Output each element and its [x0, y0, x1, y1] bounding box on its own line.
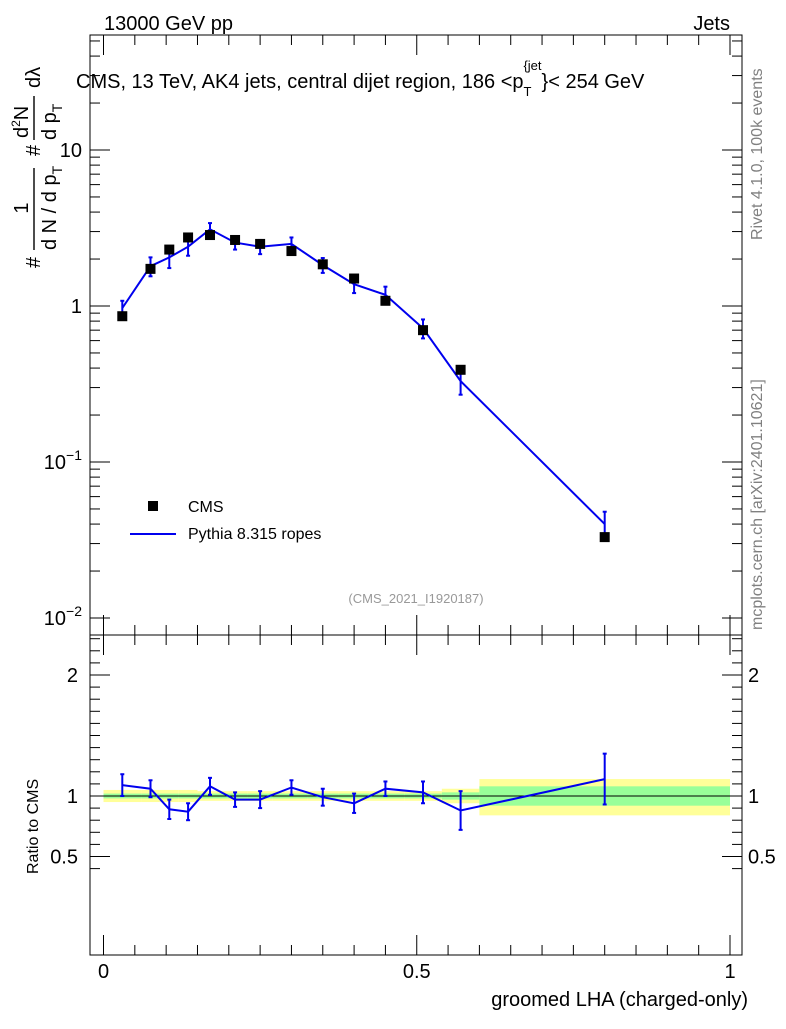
- x-tick-label: 0.5: [403, 961, 431, 983]
- cms-data-point: [255, 238, 266, 249]
- ratio-y-tick-label-left: 1: [67, 786, 78, 808]
- ylab-b: 1: [11, 202, 33, 213]
- y-tick-base: 10: [44, 452, 66, 474]
- y-tick-base: 1: [71, 296, 82, 318]
- legend: CMS Pythia 8.315 ropes: [130, 499, 321, 543]
- title-sup: {jet: [523, 58, 541, 73]
- cms-data-point: [599, 532, 610, 543]
- svg-text:d pT: d pT: [39, 103, 65, 140]
- cms-data-point: [286, 246, 297, 257]
- title-main: CMS, 13 TeV, AK4 jets, central dijet reg…: [76, 71, 524, 93]
- cms-data-point: [205, 230, 216, 241]
- analysis-annotation: (CMS_2021_I1920187): [348, 591, 483, 606]
- legend-label-mc: Pythia 8.315 ropes: [188, 526, 321, 543]
- cms-data-point: [117, 311, 128, 322]
- ylab-e: #: [23, 144, 45, 156]
- ratio-series: [120, 752, 607, 831]
- chart-title: CMS, 13 TeV, AK4 jets, central dijet reg…: [76, 58, 645, 99]
- top-y-tick-label: 10: [60, 140, 82, 162]
- legend-marker-cms: [148, 501, 158, 511]
- ylab-h: N: [11, 106, 33, 120]
- ratio-y-tick-label-left: 0.5: [50, 847, 78, 869]
- ratio-y-tick-label-right: 0.5: [748, 847, 776, 869]
- mc-line: [121, 228, 606, 525]
- header-right: Jets: [693, 13, 730, 35]
- x-tick-label: 0: [98, 961, 109, 983]
- x-axis-label: groomed LHA (charged-only): [491, 989, 748, 1011]
- top-axis: [90, 35, 742, 635]
- y-tick-exponent: −1: [66, 447, 82, 463]
- legend-label-cms: CMS: [188, 499, 224, 516]
- top-y-axis-label: # 1 d N / d pT # d2N d pT dλ: [9, 67, 65, 268]
- header-left: 13000 GeV pp: [104, 13, 233, 35]
- cms-data-point: [230, 234, 241, 245]
- ratio-y-tick-label-right: 1: [748, 786, 759, 808]
- ylab-f: d: [11, 127, 33, 138]
- svg-text:dλ: dλ: [23, 67, 45, 88]
- top-y-tick-label: 10−1: [44, 447, 82, 474]
- cms-data-point: [418, 325, 429, 336]
- ratio-line: [122, 778, 605, 813]
- ylab-k: dλ: [23, 67, 45, 88]
- y-tick-exponent: −2: [66, 603, 82, 619]
- ylab-i: d p: [39, 112, 61, 140]
- ratio-axis: [90, 635, 742, 955]
- y-tick-base: 10: [60, 140, 82, 162]
- ylab-d: T: [49, 165, 65, 174]
- cms-data-point: [183, 232, 194, 243]
- ylab-c: d N / d p: [39, 174, 61, 250]
- svg-text:d2N: d2N: [9, 106, 33, 138]
- cms-data-point: [380, 295, 391, 306]
- ylab-j: T: [49, 103, 65, 112]
- cms-data-point: [145, 263, 156, 274]
- y-tick-base: 10: [44, 608, 66, 630]
- svg-text:#: #: [23, 144, 45, 156]
- x-tick-label: 1: [724, 961, 735, 983]
- ylab-a: #: [23, 256, 45, 268]
- title-tail: }< 254 GeV: [542, 71, 646, 93]
- ratio-y-tick-label-right: 2: [748, 665, 759, 687]
- ratio-tick-labels: 0.5 0.5 1 1 2 2 0 0.5 1: [50, 665, 776, 983]
- title-sub: T: [524, 84, 532, 99]
- svg-text:#: #: [23, 256, 45, 268]
- cms-data-point: [455, 364, 466, 375]
- svg-text:d N / d pT: d N / d pT: [39, 165, 65, 250]
- ratio-y-axis-label: Ratio to CMS: [25, 779, 42, 874]
- rivet-label: Rivet 4.1.0, 100k events: [749, 68, 766, 240]
- cms-data-point: [349, 273, 360, 284]
- mcplots-label: mcplots.cern.ch [arXiv:2401.10621]: [749, 379, 766, 630]
- cms-data-point: [164, 244, 175, 255]
- top-y-tick-label: 10−2: [44, 603, 82, 630]
- cms-series: [117, 230, 610, 543]
- bottom-frame: [89, 634, 743, 956]
- cms-data-point: [317, 259, 328, 270]
- svg-text:1: 1: [11, 202, 33, 213]
- top-y-tick-label: 1: [71, 296, 82, 318]
- ylab-g: 2: [9, 120, 23, 127]
- ratio-y-tick-label-left: 2: [67, 665, 78, 687]
